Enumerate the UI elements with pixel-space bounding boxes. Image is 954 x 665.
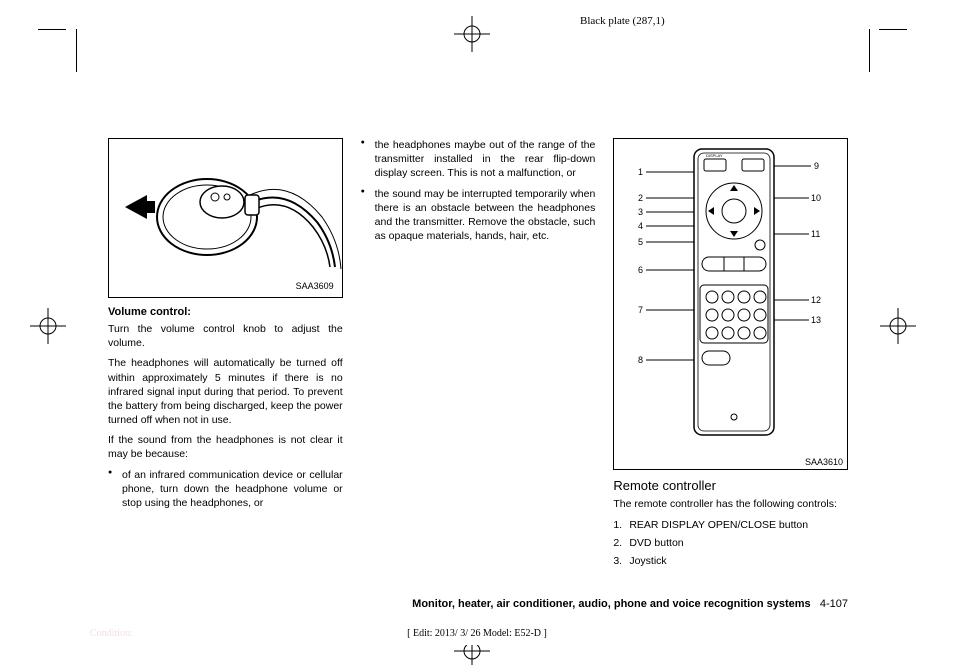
bullet-list: of an infrared communication device or c… [108, 468, 343, 511]
figure-caption: SAA3610 [805, 457, 843, 467]
crop-mark [879, 29, 907, 30]
svg-text:8: 8 [638, 355, 643, 365]
list-item: 3.Joystick [613, 553, 848, 571]
volume-control-heading: Volume control: [108, 306, 343, 318]
edit-line: [ Edit: 2013/ 3/ 26 Model: E52-D ] [0, 628, 954, 639]
svg-text:DISPLAY: DISPLAY [706, 153, 723, 158]
paragraph: If the sound from the headphones is not … [108, 433, 343, 461]
figure-headphones: SAA3609 [108, 138, 343, 298]
svg-text:3: 3 [638, 207, 643, 217]
content-columns: SAA3609 Volume control: Turn the volume … [108, 138, 848, 571]
column-3: 1 2 3 4 5 6 7 8 9 10 11 12 13 [613, 138, 848, 571]
list-item: 1.REAR DISPLAY OPEN/CLOSE button [613, 517, 848, 535]
crop-mark [869, 29, 870, 72]
paragraph: Turn the volume control knob to adjust t… [108, 322, 343, 350]
headphones-icon [117, 147, 342, 297]
svg-text:12: 12 [811, 295, 821, 305]
column-1: SAA3609 Volume control: Turn the volume … [108, 138, 343, 571]
svg-text:11: 11 [811, 229, 820, 239]
chapter-footer: Monitor, heater, air conditioner, audio,… [108, 598, 848, 610]
svg-text:2: 2 [638, 193, 643, 203]
paragraph: The headphones will automatically be tur… [108, 356, 343, 427]
svg-text:13: 13 [811, 315, 821, 325]
column-2: the headphones maybe out of the range of… [361, 138, 596, 571]
paragraph: The remote controller has the following … [613, 497, 848, 511]
svg-text:5: 5 [638, 237, 643, 247]
chapter-title: Monitor, heater, air conditioner, audio,… [412, 598, 811, 610]
registration-mark-icon [30, 308, 66, 344]
remote-controller-heading: Remote controller [613, 478, 848, 493]
figure-caption: SAA3609 [296, 281, 334, 291]
svg-text:1: 1 [638, 167, 643, 177]
list-item: of an infrared communication device or c… [108, 468, 343, 511]
crop-mark [38, 29, 66, 30]
condition-label: Condition: [90, 628, 133, 639]
bullet-list: the headphones maybe out of the range of… [361, 138, 596, 243]
numbered-list: 1.REAR DISPLAY OPEN/CLOSE button 2.DVD b… [613, 517, 848, 571]
list-item: 2.DVD button [613, 535, 848, 553]
list-item: the sound may be interrupted temporarily… [361, 187, 596, 244]
crop-mark [76, 29, 77, 72]
registration-mark-icon [454, 16, 490, 52]
svg-text:9: 9 [814, 161, 819, 171]
svg-text:6: 6 [638, 265, 643, 275]
remote-controller-icon: 1 2 3 4 5 6 7 8 9 10 11 12 13 [636, 145, 826, 465]
list-item: the headphones maybe out of the range of… [361, 138, 596, 181]
svg-text:7: 7 [638, 305, 643, 315]
figure-remote: 1 2 3 4 5 6 7 8 9 10 11 12 13 [613, 138, 848, 470]
registration-mark-icon [454, 645, 490, 665]
registration-mark-icon [880, 308, 916, 344]
plate-label: Black plate (287,1) [580, 15, 665, 27]
page-number: 4-107 [820, 598, 848, 610]
svg-text:4: 4 [638, 221, 643, 231]
svg-text:10: 10 [811, 193, 821, 203]
